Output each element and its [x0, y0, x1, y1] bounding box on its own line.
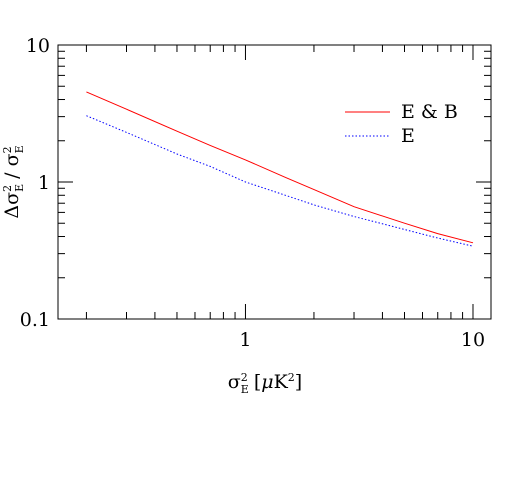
y-axis-label: ΔσE2 / σE2	[1, 145, 26, 218]
y-label-sigma-2: σ	[1, 153, 23, 166]
legend: E & BE	[345, 101, 458, 147]
axis-ticks: 1 10 0.1 1 10	[20, 35, 491, 351]
series-line-e-and-b	[86, 91, 474, 244]
y-label-slash: /	[1, 166, 23, 184]
x-label-unit-open: [	[248, 371, 261, 393]
x-label-unit-mu: μ	[261, 371, 273, 393]
x-tick-label: 1	[239, 329, 251, 351]
y-label-sub-2: E	[13, 145, 26, 153]
y-label-sup: 2	[1, 185, 14, 192]
y-label-delta: Δ	[1, 205, 23, 219]
series-line-e	[86, 115, 474, 247]
y-tick-label: 0.1	[20, 309, 50, 331]
x-label-symbol: σ	[228, 371, 241, 393]
legend-label-e: E	[401, 125, 415, 147]
x-label-unit-close: ]	[295, 371, 302, 393]
y-tick-label: 1	[38, 172, 50, 194]
x-tick-label: 10	[461, 329, 485, 351]
x-label-sub: E	[241, 383, 249, 396]
x-label-unit-sup: 2	[288, 371, 295, 384]
series-lines	[86, 91, 474, 247]
x-label-unit-k: K	[274, 371, 289, 393]
x-axis-label: σE2 [μK2]	[228, 371, 302, 396]
y-label-sigma: σ	[1, 192, 23, 205]
y-label-sub: E	[13, 184, 26, 192]
legend-label-e-and-b: E & B	[401, 101, 458, 123]
y-tick-label: 10	[26, 35, 50, 57]
plot-frame	[57, 44, 492, 320]
x-label-sup: 2	[241, 371, 248, 384]
y-label-sup-2: 2	[1, 146, 14, 153]
